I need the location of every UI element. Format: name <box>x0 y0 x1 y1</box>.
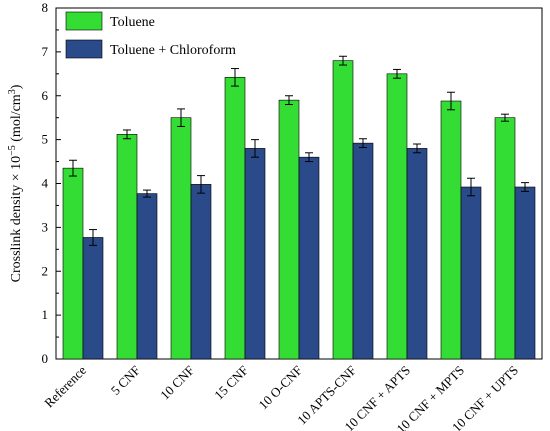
legend: Toluene Toluene + Chloroform <box>65 11 236 59</box>
y-axis-title-suffix: ) <box>9 84 24 89</box>
x-tick-label: 15 CNF <box>211 363 251 403</box>
y-tick-label: 4 <box>42 176 49 191</box>
x-tick-label: Reference <box>41 362 89 410</box>
y-axis-title: Crosslink density × 10−5 (mol/cm3) <box>7 84 25 282</box>
y-tick-label: 7 <box>42 44 49 59</box>
x-tick-label: 10 CNF <box>157 363 197 403</box>
bar-toluene-chloroform <box>82 237 104 360</box>
bars <box>62 55 536 360</box>
bar-toluene <box>170 117 192 360</box>
bar-toluene <box>494 117 516 360</box>
x-tick-label: 5 CNF <box>108 363 143 398</box>
y-tick-label: 0 <box>42 351 49 366</box>
legend-label-toluene-chloroform: Toluene + Chloroform <box>110 43 236 58</box>
bar-toluene-chloroform <box>514 186 536 360</box>
bar-toluene <box>224 77 246 360</box>
bar-toluene-chloroform <box>136 193 158 360</box>
y-axis-title-exponent: −5 <box>7 145 18 156</box>
bar-toluene <box>332 60 354 360</box>
x-tick-label: 10 O-CNF <box>255 363 305 413</box>
bar-toluene-chloroform <box>244 148 266 360</box>
y-tick-label: 5 <box>42 132 49 147</box>
y-tick-label: 1 <box>42 307 49 322</box>
bar-toluene <box>116 134 138 360</box>
bar-toluene <box>62 167 84 360</box>
y-tick-label: 6 <box>42 88 49 103</box>
y-axis-title-prefix: Crosslink density × 10 <box>9 156 24 283</box>
y-axis: 0 1 2 3 4 5 6 7 8 <box>42 0 61 366</box>
bar-toluene-chloroform <box>352 142 374 360</box>
bar-toluene-chloroform <box>460 186 482 360</box>
y-axis-title-unit: (mol/cm <box>9 94 24 145</box>
bar-toluene-chloroform <box>298 156 320 360</box>
y-tick-label: 3 <box>42 219 49 234</box>
y-axis-title-unit-exponent: 3 <box>7 89 18 94</box>
bar-toluene <box>278 99 300 360</box>
bar-toluene-chloroform <box>190 184 212 360</box>
legend-swatch-toluene-chloroform <box>65 39 103 59</box>
y-tick-label: 8 <box>42 0 49 15</box>
legend-label-toluene: Toluene <box>110 15 155 30</box>
bar-toluene <box>386 73 408 360</box>
bar-toluene <box>440 100 462 360</box>
legend-swatch-toluene <box>65 11 103 31</box>
bar-toluene-chloroform <box>406 148 428 360</box>
y-tick-label: 2 <box>42 263 49 278</box>
